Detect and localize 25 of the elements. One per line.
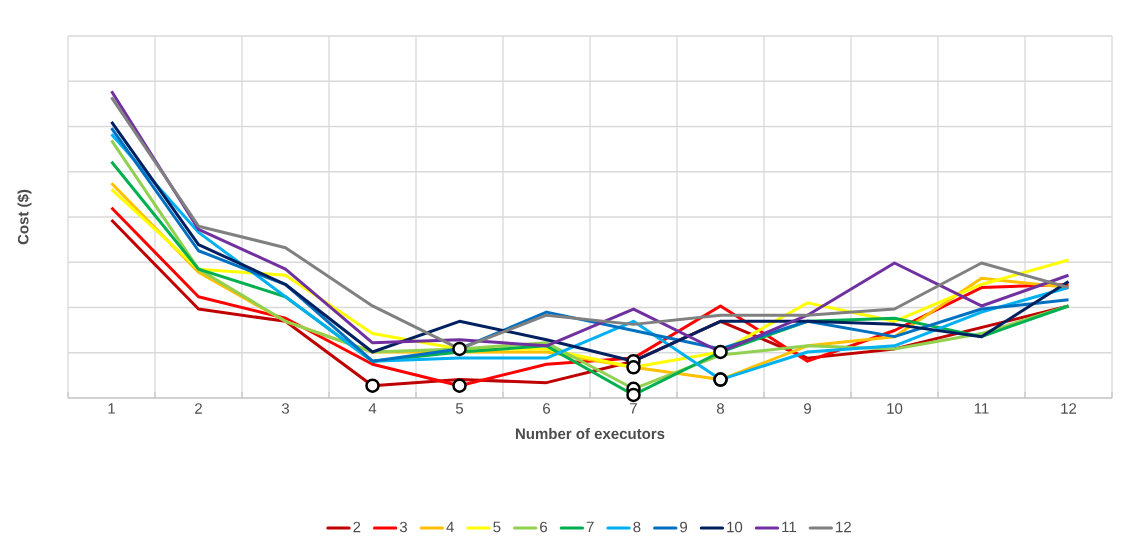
x-tick-label: 9 — [804, 403, 811, 414]
legend-label: 12 — [836, 521, 851, 533]
x-tick-label: 7 — [630, 403, 637, 414]
legend-label: 8 — [633, 521, 641, 533]
x-tick-label: 2 — [195, 403, 202, 414]
legend-label: 7 — [586, 521, 594, 533]
x-tick-label: 8 — [716, 403, 725, 414]
y-axis-title: Cost ($) — [17, 189, 32, 245]
x-tick-label: 10 — [887, 403, 903, 414]
x-tick-label: 4 — [368, 403, 377, 414]
x-tick-label: 1 — [108, 403, 115, 414]
x-tick-label: 3 — [281, 403, 290, 414]
legend-label: 3 — [399, 521, 407, 533]
legend-label: 5 — [493, 521, 501, 533]
x-tick-label: 12 — [1061, 403, 1077, 414]
x-tick-label: 11 — [974, 403, 989, 414]
legend-label: 10 — [727, 521, 743, 533]
legend-label: 6 — [540, 521, 548, 533]
legend-label: 4 — [446, 521, 454, 533]
legend-label: 2 — [353, 521, 361, 533]
x-tick-label: 6 — [543, 403, 551, 414]
legend-label: 9 — [680, 521, 688, 533]
x-tick-label: 5 — [455, 403, 464, 414]
x-axis-title: Number of executors — [515, 428, 665, 440]
legend-label: 11 — [782, 521, 796, 533]
